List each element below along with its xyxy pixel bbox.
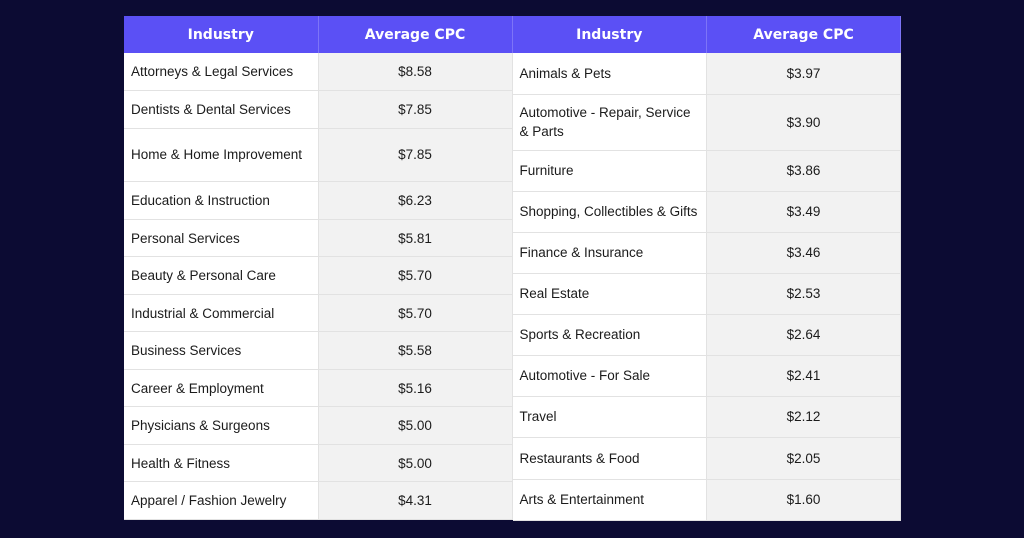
table-row: Apparel / Fashion Jewelry $4.31 <box>124 481 513 520</box>
cpc-cell: $5.16 <box>318 369 513 408</box>
table-row: Education & Instruction $6.23 <box>124 181 513 220</box>
industry-cell: Dentists & Dental Services <box>124 90 319 129</box>
cpc-cell: $8.58 <box>318 53 513 92</box>
industry-cell: Arts & Entertainment <box>512 479 707 521</box>
industry-cell: Finance & Insurance <box>512 232 707 274</box>
cpc-cell: $6.23 <box>318 181 513 220</box>
industry-cell: Industrial & Commercial <box>124 294 319 333</box>
industry-cell: Furniture <box>512 150 707 192</box>
cpc-column-header: Average CPC <box>706 16 901 53</box>
table-row: Home & Home Improvement $7.85 <box>124 128 513 183</box>
industry-cell: Career & Employment <box>124 369 319 408</box>
table-row: Career & Employment $5.16 <box>124 369 513 408</box>
cpc-cell: $3.46 <box>706 232 901 274</box>
industry-cell: Restaurants & Food <box>512 437 707 480</box>
cpc-cell: $3.49 <box>706 191 901 233</box>
industry-cell: Animals & Pets <box>512 53 707 95</box>
cpc-column-header: Average CPC <box>318 16 513 53</box>
industry-column-header: Industry <box>124 16 319 53</box>
table-row: Dentists & Dental Services $7.85 <box>124 90 513 129</box>
table-row: Business Services $5.58 <box>124 331 513 370</box>
table-row: Finance & Insurance $3.46 <box>512 232 901 274</box>
cpc-cell: $5.58 <box>318 331 513 370</box>
cpc-cell: $1.60 <box>706 479 901 521</box>
cpc-table-left: Industry Average CPC Attorneys & Legal S… <box>124 16 513 520</box>
industry-cell: Automotive - For Sale <box>512 355 707 397</box>
table-row: Arts & Entertainment $1.60 <box>512 479 901 521</box>
cpc-cell: $2.64 <box>706 314 901 356</box>
industry-cell: Travel <box>512 396 707 438</box>
cpc-cell: $3.86 <box>706 150 901 192</box>
cpc-cell: $5.70 <box>318 294 513 333</box>
industry-cell: Automotive - Repair, Service & Parts <box>512 94 707 151</box>
industry-cell: Home & Home Improvement <box>124 128 319 183</box>
industry-cell: Apparel / Fashion Jewelry <box>124 481 319 520</box>
cpc-cell: $3.97 <box>706 53 901 95</box>
industry-cell: Physicians & Surgeons <box>124 406 319 445</box>
cpc-cell: $3.90 <box>706 94 901 151</box>
industry-cell: Personal Services <box>124 219 319 258</box>
table-row: Attorneys & Legal Services $8.58 <box>124 53 513 92</box>
table-row: Shopping, Collectibles & Gifts $3.49 <box>512 191 901 233</box>
industry-cell: Attorneys & Legal Services <box>124 53 319 92</box>
cpc-cell: $2.12 <box>706 396 901 438</box>
cpc-cell: $5.81 <box>318 219 513 258</box>
table-row: Health & Fitness $5.00 <box>124 444 513 483</box>
cpc-cell: $7.85 <box>318 128 513 183</box>
cpc-cell: $4.31 <box>318 481 513 520</box>
table-row: Real Estate $2.53 <box>512 273 901 315</box>
industry-cell: Education & Instruction <box>124 181 319 220</box>
industry-cell: Beauty & Personal Care <box>124 256 319 295</box>
industry-cell: Health & Fitness <box>124 444 319 483</box>
table-row: Travel $2.12 <box>512 396 901 438</box>
table-row: Automotive - For Sale $2.41 <box>512 355 901 397</box>
cpc-cell: $2.53 <box>706 273 901 315</box>
table-row: Beauty & Personal Care $5.70 <box>124 256 513 295</box>
table-row: Restaurants & Food $2.05 <box>512 437 901 480</box>
cpc-tables: Industry Average CPC Attorneys & Legal S… <box>124 16 901 521</box>
cpc-cell: $2.05 <box>706 437 901 480</box>
industry-column-header: Industry <box>512 16 707 53</box>
table-row: Animals & Pets $3.97 <box>512 53 901 95</box>
table-row: Physicians & Surgeons $5.00 <box>124 406 513 445</box>
table-row: Personal Services $5.81 <box>124 219 513 258</box>
table-row: Sports & Recreation $2.64 <box>512 314 901 356</box>
cpc-table-right: Industry Average CPC Animals & Pets $3.97… <box>512 16 901 521</box>
table-row: Automotive - Repair, Service & Parts $3.9… <box>512 94 901 151</box>
table-row: Industrial & Commercial $5.70 <box>124 294 513 333</box>
cpc-cell: $5.70 <box>318 256 513 295</box>
cpc-cell: $2.41 <box>706 355 901 397</box>
table-header-row: Industry Average CPC <box>512 16 901 53</box>
industry-cell: Sports & Recreation <box>512 314 707 356</box>
cpc-cell: $5.00 <box>318 444 513 483</box>
table-row: Furniture $3.86 <box>512 150 901 192</box>
industry-cell: Shopping, Collectibles & Gifts <box>512 191 707 233</box>
industry-cell: Business Services <box>124 331 319 370</box>
cpc-cell: $5.00 <box>318 406 513 445</box>
table-header-row: Industry Average CPC <box>124 16 513 53</box>
cpc-cell: $7.85 <box>318 90 513 129</box>
industry-cell: Real Estate <box>512 273 707 315</box>
